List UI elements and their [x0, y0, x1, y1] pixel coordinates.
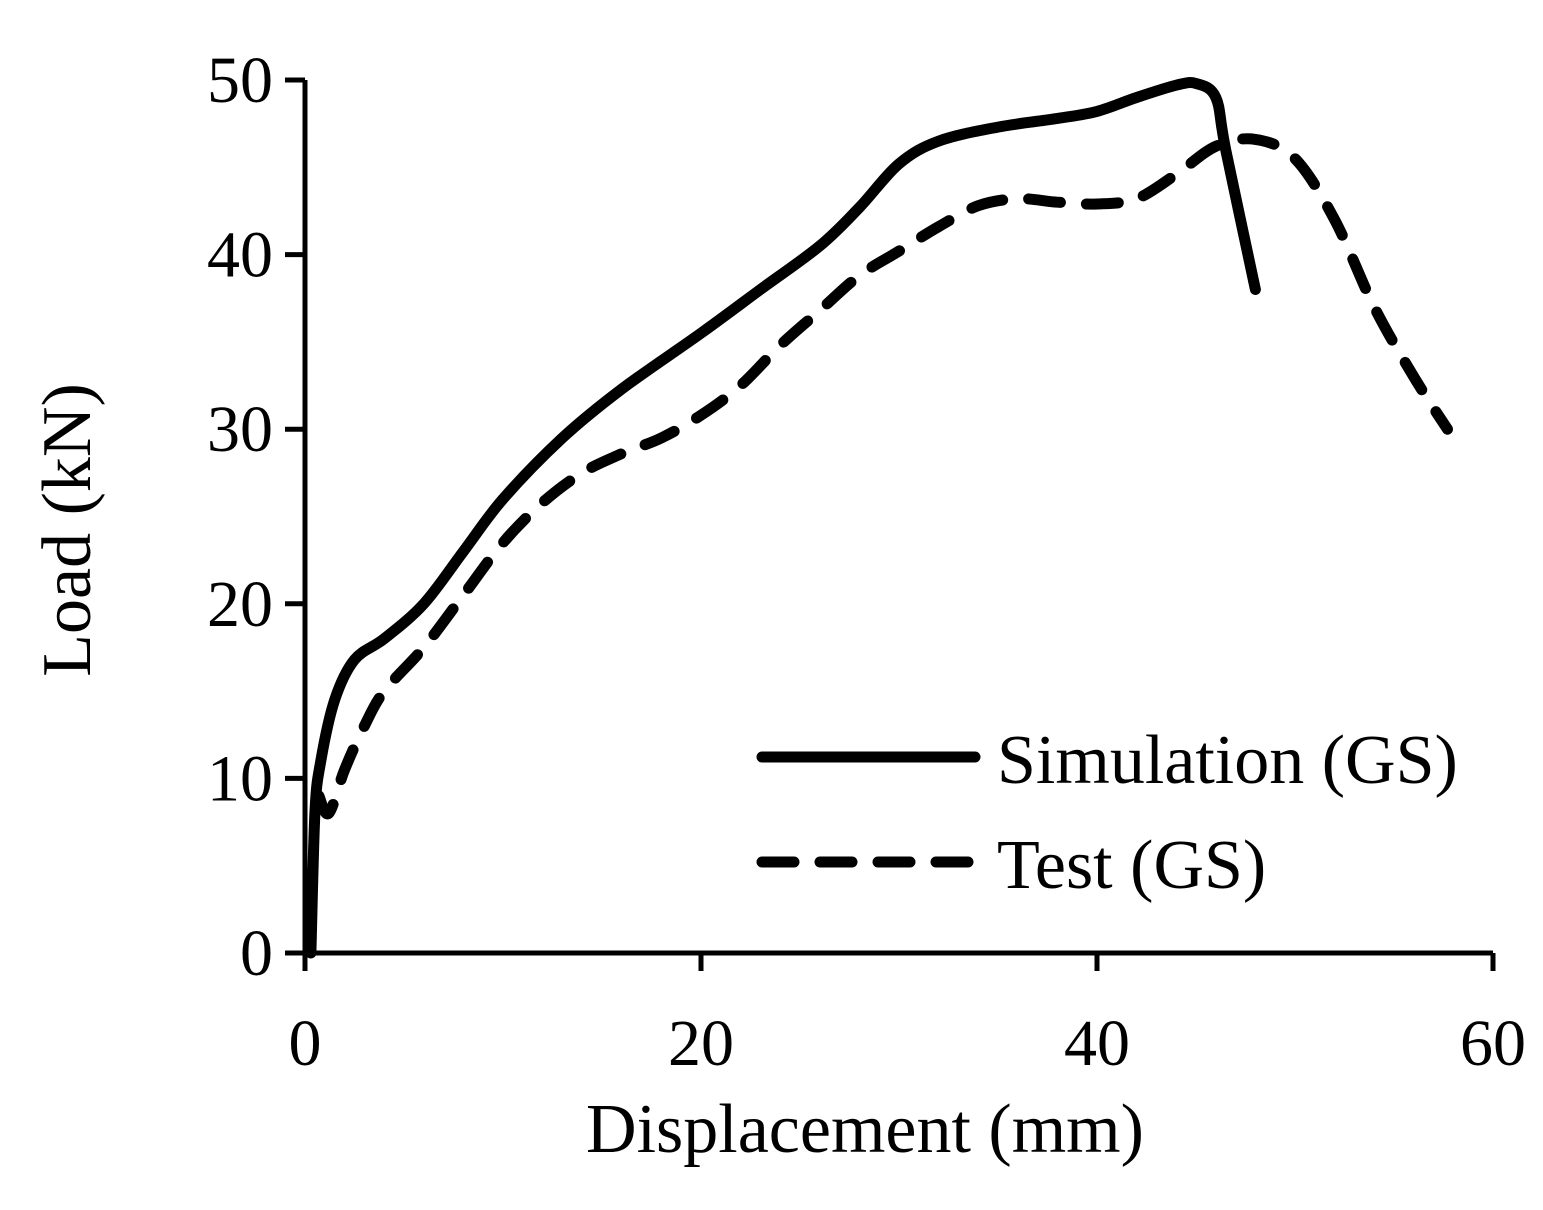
- series-line-simulation: [305, 77, 1261, 959]
- axes-layer: 0 20 40 60 0 10 20 30 40 50: [207, 44, 1526, 1080]
- x-tick-label: 0: [289, 1007, 322, 1080]
- series-line-test: [313, 133, 1453, 820]
- legend-label: Test (GS): [997, 827, 1266, 904]
- y-tick-label: 10: [207, 742, 273, 815]
- y-tick-label: 40: [207, 219, 273, 292]
- series-layer: [305, 77, 1453, 959]
- x-tick-label: 20: [668, 1007, 734, 1080]
- x-axis-title: Displacement (mm): [586, 1091, 1144, 1168]
- y-axis-title: Load (kN): [29, 383, 106, 677]
- y-tick-label: 50: [207, 44, 273, 117]
- legend-label: Simulation (GS): [997, 722, 1458, 799]
- legend: Simulation (GS) Test (GS): [756, 722, 1458, 904]
- y-tick-label: 0: [240, 917, 273, 990]
- y-tick-label: 20: [207, 568, 273, 641]
- x-tick-label: 40: [1064, 1007, 1130, 1080]
- y-tick-label: 30: [207, 393, 273, 466]
- x-tick-label: 60: [1460, 1007, 1526, 1080]
